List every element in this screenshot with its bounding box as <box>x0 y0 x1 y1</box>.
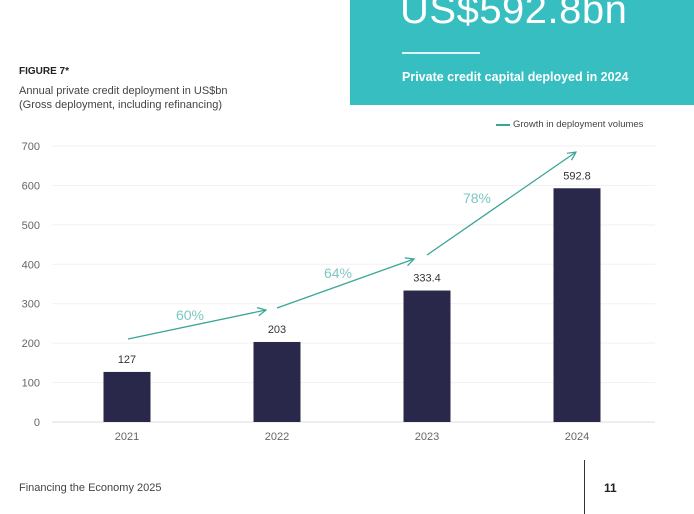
growth-arrow <box>276 259 414 309</box>
y-tick-label: 600 <box>22 180 40 192</box>
figure-title-line2: (Gross deployment, including refinancing… <box>19 99 222 111</box>
x-tick-label: 2023 <box>415 431 439 443</box>
bar-2023 <box>403 290 451 422</box>
growth-arrow <box>426 152 576 256</box>
headline-panel: US$592.8bn Private credit capital deploy… <box>350 0 694 105</box>
publication-name: Financing the Economy 2025 <box>19 482 162 494</box>
data-label: 592.8 <box>563 170 591 182</box>
chart-legend: Growth in deployment volumes <box>496 119 643 130</box>
growth-label: 60% <box>176 307 204 323</box>
figure-title: Annual private credit deployment in US$b… <box>19 84 228 112</box>
figure-label: FIGURE 7* <box>19 66 70 77</box>
bar-chart: 0 100 200 300 400 500 600 700 127 2021 203 2022 333.… <box>22 141 655 443</box>
headline-value: US$592.8bn <box>400 0 628 32</box>
footer-divider <box>584 460 585 514</box>
page-number: 11 <box>604 481 617 495</box>
divider <box>402 52 480 54</box>
x-tick-label: 2022 <box>265 431 289 443</box>
bar-2021 <box>103 371 151 422</box>
data-label: 333.4 <box>413 273 441 285</box>
growth-label: 64% <box>324 265 352 281</box>
legend-label: Growth in deployment volumes <box>513 119 644 130</box>
y-tick-label: 300 <box>22 299 40 311</box>
y-tick-label: 100 <box>22 378 40 390</box>
data-label: 127 <box>118 354 136 366</box>
x-tick-label: 2021 <box>115 431 139 443</box>
bar-2024 <box>553 188 601 422</box>
y-tick-label: 500 <box>22 220 40 232</box>
x-tick-label: 2024 <box>565 431 589 443</box>
y-tick-label: 700 <box>22 141 40 153</box>
legend-swatch <box>496 123 510 126</box>
bar-2022 <box>253 341 301 422</box>
headline-caption: Private credit capital deployed in 2024 <box>402 70 629 84</box>
y-tick-label: 0 <box>34 417 40 429</box>
y-tick-label: 200 <box>22 338 40 350</box>
growth-label: 78% <box>463 190 491 206</box>
growth-arrow <box>127 310 266 340</box>
data-label: 203 <box>268 324 286 336</box>
y-tick-label: 400 <box>22 259 40 271</box>
figure-title-line1: Annual private credit deployment in US$b… <box>19 85 228 97</box>
